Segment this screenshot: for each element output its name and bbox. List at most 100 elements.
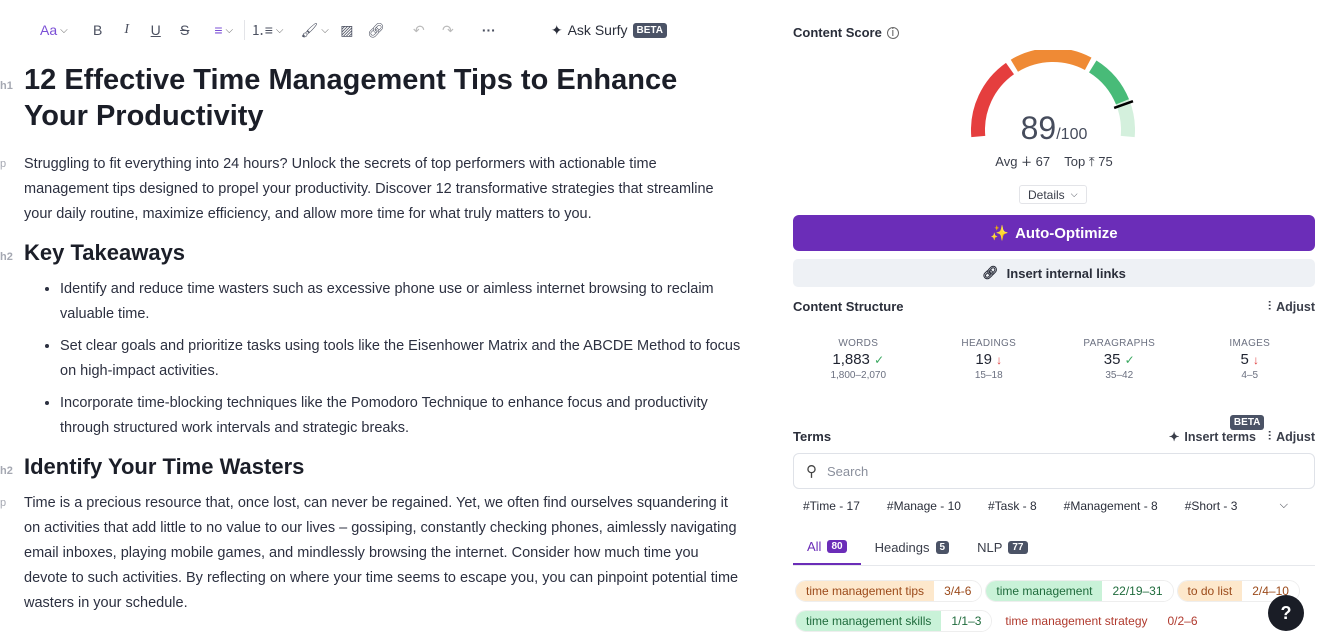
font-style-button[interactable]: Aa ⌵ bbox=[40, 22, 68, 38]
tab-all[interactable]: All 80 bbox=[793, 530, 861, 565]
arrow-down-icon: ↓ bbox=[1253, 353, 1259, 367]
list-item[interactable]: Set clear goals and prioritize tasks usi… bbox=[60, 334, 744, 384]
topic-chip[interactable]: #Manage - 10 bbox=[886, 499, 961, 513]
content-structure-title: Content Structure bbox=[793, 299, 904, 314]
article-title[interactable]: h1 12 Effective Time Management Tips to E… bbox=[0, 64, 678, 132]
average-icon: ∔ bbox=[1021, 154, 1032, 169]
term-chip[interactable]: time management 22/19–31 bbox=[985, 580, 1174, 602]
topic-filters: #Time - 17 #Manage - 10 #Task - 8 #Manag… bbox=[803, 499, 1315, 513]
arrow-up-icon: ⤒ bbox=[1088, 154, 1095, 169]
insert-terms-button[interactable]: ✦ Insert terms bbox=[1168, 429, 1256, 445]
align-icon: ≡ bbox=[214, 22, 223, 38]
search-input[interactable] bbox=[827, 463, 1277, 479]
topic-chip[interactable]: #Short - 3 bbox=[1184, 499, 1238, 513]
tab-nlp[interactable]: NLP 77 bbox=[963, 530, 1041, 565]
chevron-down-icon: ⌵ bbox=[1070, 189, 1078, 199]
term-count: 22/19–31 bbox=[1102, 581, 1173, 601]
sliders-icon: ⫶ bbox=[1267, 299, 1272, 313]
sliders-icon: ⫶ bbox=[1267, 429, 1272, 443]
details-dropdown[interactable]: Details ⌵ bbox=[1019, 185, 1087, 204]
stat-value: 5 ↓ bbox=[1240, 351, 1259, 368]
terms-search: ⚲ bbox=[793, 453, 1315, 489]
stat-range: 4–5 bbox=[1241, 370, 1259, 381]
structure-stats: WORDS 1,883 ✓ 1,800–2,070 HEADINGS 19 ↓ 1… bbox=[793, 338, 1315, 381]
benchmark-scores: Avg ∔ 67 Top ⤒ 75 bbox=[995, 154, 1113, 169]
list-item[interactable]: Incorporate time-blocking techniques lik… bbox=[60, 391, 744, 441]
stat-range: 15–18 bbox=[974, 370, 1003, 381]
content-score-title: Content Score bbox=[793, 25, 882, 40]
terms-adjust-button[interactable]: ⫶ Adjust bbox=[1267, 429, 1315, 444]
check-icon: ✓ bbox=[1124, 353, 1135, 367]
term-label: time management skills bbox=[796, 611, 942, 631]
heading-key-takeaways[interactable]: h2 Key Takeaways bbox=[0, 240, 186, 265]
align-button[interactable]: ≡ ⌵ bbox=[213, 18, 235, 42]
structure-adjust-button[interactable]: ⫶ Adjust bbox=[1267, 299, 1315, 314]
help-button[interactable]: ? bbox=[1268, 595, 1304, 631]
stat-words: WORDS 1,883 ✓ 1,800–2,070 bbox=[793, 338, 924, 381]
score-value: 89/100 bbox=[1020, 110, 1088, 146]
topic-chip[interactable]: #Time - 17 bbox=[803, 499, 860, 513]
list-item[interactable]: Identify and reduce time wasters such as… bbox=[60, 277, 744, 327]
term-label: time management bbox=[986, 581, 1103, 601]
term-chip[interactable]: time management tips 3/4-6 bbox=[795, 580, 983, 602]
chevron-down-icon: ⌵ bbox=[321, 24, 329, 36]
chevron-down-icon: ⌵ bbox=[60, 24, 68, 36]
stat-label: IMAGES bbox=[1229, 338, 1271, 349]
link-button[interactable]: 🔗︎ bbox=[365, 18, 387, 42]
stat-label: HEADINGS bbox=[961, 338, 1017, 349]
terms-list: time management tips 3/4-6 time management… bbox=[795, 580, 1315, 640]
numbered-list-button[interactable]: ⒈≡ ⌵ bbox=[251, 18, 284, 42]
tab-headings[interactable]: Headings 5 bbox=[861, 530, 964, 565]
sparkles-icon: ✨ bbox=[990, 225, 1010, 242]
term-label: time management tips bbox=[796, 581, 935, 601]
arrow-down-icon: ↓ bbox=[996, 353, 1003, 367]
underline-button[interactable]: U bbox=[150, 22, 161, 38]
sparkle-icon: ✦ bbox=[1168, 430, 1180, 444]
redo-button[interactable]: ↷ bbox=[437, 18, 459, 42]
brush-icon: 🖌︎ bbox=[300, 21, 319, 38]
more-button[interactable]: ··· bbox=[481, 22, 496, 38]
link-icon: 🔗︎ bbox=[982, 265, 999, 280]
search-icon: ⚲ bbox=[806, 463, 817, 480]
redo-icon: ↷ bbox=[441, 21, 454, 38]
auto-optimize-button[interactable]: ✨ Auto-Optimize bbox=[793, 215, 1315, 251]
check-icon: ✓ bbox=[874, 353, 885, 367]
heading-time-wasters[interactable]: h2 Identify Your Time Wasters bbox=[0, 454, 305, 479]
stat-range: 35–42 bbox=[1105, 370, 1134, 381]
info-icon[interactable]: i bbox=[886, 26, 899, 39]
intro-paragraph[interactable]: p Struggling to fit everything into 24 ho… bbox=[0, 156, 714, 222]
expand-topics-chevron-icon[interactable]: ⌵ bbox=[1279, 499, 1288, 511]
strikethrough-button[interactable]: S bbox=[180, 22, 190, 38]
highlight-button[interactable]: 🖌︎ ⌵ bbox=[300, 18, 328, 42]
topic-chip[interactable]: #Management - 8 bbox=[1063, 499, 1158, 513]
score-gauge bbox=[971, 50, 1135, 138]
image-button[interactable]: ▨ bbox=[336, 18, 358, 42]
term-chip[interactable]: time management skills 1/1–3 bbox=[795, 610, 993, 632]
term-label: to do list bbox=[1177, 581, 1243, 601]
term-count: 0/2–6 bbox=[1157, 610, 1208, 632]
beta-badge: BETA bbox=[1229, 415, 1265, 430]
italic-button[interactable]: I bbox=[124, 22, 130, 37]
bold-button[interactable]: B bbox=[93, 22, 103, 38]
link-icon: 🔗︎ bbox=[366, 21, 385, 38]
insert-internal-links-button[interactable]: 🔗︎ Insert internal links bbox=[793, 259, 1315, 287]
gauge-red-segment bbox=[971, 62, 1015, 138]
gauge-light-segment bbox=[1115, 99, 1135, 138]
terms-title: Terms bbox=[793, 429, 832, 444]
term-chip[interactable]: time management strategy 0/2–6 bbox=[995, 610, 1208, 632]
numbered-list-icon: ⒈≡ bbox=[250, 22, 273, 38]
editor-toolbar: Aa ⌵ B I U S ≡ ⌵ ⒈≡ ⌵ 🖌︎ ⌵ ▨ 🔗︎ ↶ ↷ ··· ✦ Ask… bbox=[40, 18, 674, 42]
chevron-down-icon: ⌵ bbox=[225, 24, 234, 36]
stat-images: IMAGES 5 ↓ 4–5 bbox=[1185, 338, 1316, 381]
term-count: 3/4-6 bbox=[934, 581, 982, 601]
ask-surfy-button[interactable]: ✦ Ask Surfy BETA bbox=[551, 18, 667, 42]
gauge-score-marker bbox=[1113, 100, 1134, 110]
undo-button[interactable]: ↶ bbox=[408, 18, 430, 42]
stat-value: 19 ↓ bbox=[975, 351, 1003, 368]
topic-chip[interactable]: #Task - 8 bbox=[987, 499, 1037, 513]
time-wasters-paragraph[interactable]: p Time is a precious resource that, once … bbox=[0, 495, 739, 611]
chevron-down-icon: ⌵ bbox=[275, 24, 284, 36]
stat-range: 1,800–2,070 bbox=[830, 370, 887, 381]
editor-content[interactable]: h1 12 Effective Time Management Tips to E… bbox=[0, 62, 744, 616]
term-count: 1/1–3 bbox=[941, 611, 992, 631]
